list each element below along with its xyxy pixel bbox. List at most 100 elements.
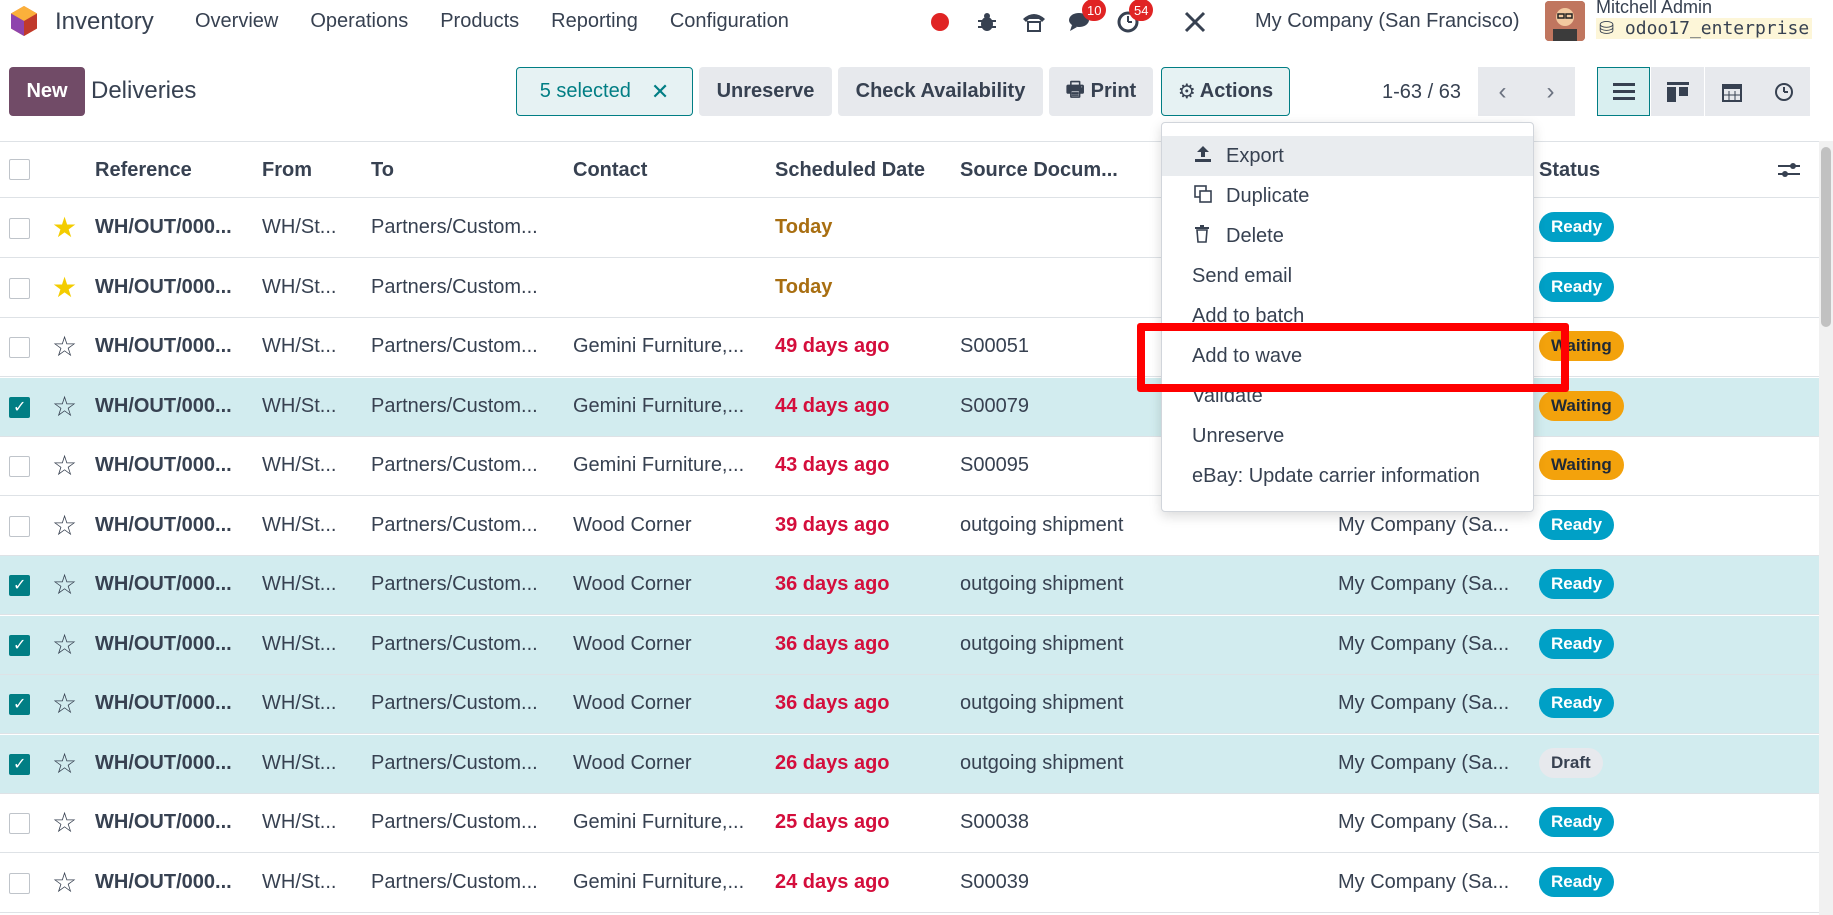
menu-operations[interactable]: Operations — [310, 10, 409, 32]
kanban-view-icon[interactable] — [1651, 67, 1704, 116]
cell-source-document: S00039 — [960, 870, 1029, 893]
list-view-icon[interactable] — [1597, 67, 1650, 116]
status-badge: Ready — [1539, 509, 1615, 540]
company-switcher[interactable]: My Company (San Francisco) — [1255, 10, 1520, 32]
tools-icon[interactable] — [1180, 7, 1210, 37]
vertical-scrollbar[interactable] — [1819, 141, 1833, 915]
menu-configuration[interactable]: Configuration — [669, 10, 789, 32]
menu-reporting[interactable]: Reporting — [551, 10, 638, 32]
star-outline-icon[interactable]: ☆ — [52, 331, 78, 362]
clock-icon[interactable]: 54 — [1113, 0, 1154, 37]
cell-scheduled-date: 26 days ago — [775, 751, 890, 774]
action-send-email[interactable]: Send email — [1192, 264, 1293, 287]
cell-contact: Gemini Furniture,... — [573, 811, 745, 833]
selected-count: 5 selected — [539, 80, 631, 102]
cell-company: My Company (Sa... — [1338, 751, 1510, 774]
chat-icon[interactable]: 10 — [1066, 0, 1107, 37]
star-filled-icon[interactable]: ★ — [52, 212, 78, 243]
row-checkbox[interactable] — [9, 515, 30, 537]
avatar[interactable] — [1545, 1, 1585, 41]
cell-reference: WH/OUT/000... — [95, 394, 232, 417]
pager-next-icon[interactable]: › — [1526, 67, 1575, 116]
action-duplicate[interactable]: Duplicate — [1162, 176, 1533, 216]
table-row[interactable]: ☆ WH/OUT/000... WH/St... Partners/Custom… — [0, 556, 1819, 616]
row-checkbox[interactable] — [9, 753, 30, 775]
app-name[interactable]: Inventory — [55, 8, 154, 35]
row-checkbox[interactable] — [9, 337, 30, 358]
star-outline-icon[interactable]: ☆ — [52, 866, 78, 898]
action-export[interactable]: Export — [1162, 136, 1533, 176]
star-outline-icon[interactable]: ☆ — [52, 450, 78, 481]
star-outline-icon[interactable]: ☆ — [52, 390, 78, 422]
row-checkbox[interactable] — [9, 456, 30, 477]
column-reference[interactable]: Reference — [95, 159, 192, 181]
row-checkbox[interactable] — [9, 634, 30, 656]
cell-from: WH/St... — [262, 216, 337, 238]
action-add-to-batch[interactable]: Add to batch — [1192, 304, 1305, 327]
star-outline-icon[interactable]: ☆ — [52, 688, 78, 719]
row-checkbox[interactable] — [9, 575, 30, 596]
phone-icon[interactable] — [1019, 7, 1049, 37]
table-row[interactable]: ★ WH/OUT/000... WH/St... Partners/Custom… — [0, 258, 1819, 318]
select-all-checkbox[interactable] — [9, 159, 30, 180]
row-checkbox[interactable] — [9, 218, 30, 239]
row-checkbox[interactable] — [9, 277, 30, 299]
calendar-view-icon[interactable] — [1705, 67, 1758, 116]
pager-value[interactable]: 1-63 / 63 — [1382, 81, 1461, 103]
pager-previous-icon[interactable]: ‹ — [1478, 67, 1527, 116]
action-unreserve[interactable]: Unreserve — [1192, 424, 1285, 447]
action-delete[interactable]: Delete — [1162, 216, 1533, 256]
activity-view-icon[interactable] — [1757, 67, 1810, 116]
table-row[interactable]: ☆ WH/OUT/000... WH/St... Partners/Custom… — [0, 437, 1819, 497]
row-checkbox[interactable] — [9, 813, 30, 834]
column-scheduled-date[interactable]: Scheduled Date — [775, 159, 926, 181]
check-availability-button[interactable]: Check Availability — [838, 67, 1043, 116]
table-row[interactable]: ☆ WH/OUT/000... WH/St... Partners/Custom… — [0, 675, 1819, 735]
star-outline-icon[interactable]: ☆ — [52, 807, 78, 838]
row-checkbox[interactable] — [9, 872, 30, 894]
print-button[interactable]: 🖶 Print — [1049, 67, 1153, 116]
star-outline-icon[interactable]: ☆ — [52, 628, 78, 660]
cell-reference: WH/OUT/000... — [95, 751, 232, 774]
action-add-to-wave[interactable]: Add to wave — [1192, 344, 1303, 367]
column-settings-icon[interactable] — [1778, 160, 1800, 186]
action-ebay-update-carrier[interactable]: eBay: Update carrier information — [1192, 464, 1480, 487]
scroll-thumb[interactable] — [1821, 147, 1831, 327]
status-badge: Waiting — [1539, 390, 1624, 421]
column-source-document[interactable]: Source Docum... — [960, 159, 1118, 181]
column-contact[interactable]: Contact — [573, 159, 648, 181]
record-icon[interactable] — [925, 7, 955, 37]
clear-selection-icon[interactable]: ✕ — [650, 78, 670, 104]
table-row[interactable]: ★ WH/OUT/000... WH/St... Partners/Custom… — [0, 199, 1819, 259]
unreserve-button[interactable]: Unreserve — [699, 67, 832, 116]
actions-button[interactable]: ⚙ Actions — [1161, 67, 1290, 116]
star-outline-icon[interactable]: ☆ — [52, 747, 78, 779]
copy-icon — [1194, 184, 1218, 208]
cell-source-document: outgoing shipment — [960, 513, 1124, 536]
cell-reference: WH/OUT/000... — [95, 335, 232, 357]
bug-icon[interactable] — [972, 7, 1002, 37]
column-status[interactable]: Status — [1539, 159, 1601, 181]
cell-to: Partners/Custom... — [371, 513, 538, 536]
table-row[interactable]: ☆ WH/OUT/000... WH/St... Partners/Custom… — [0, 615, 1819, 675]
row-checkbox[interactable] — [9, 396, 30, 418]
table-row[interactable]: ☆ WH/OUT/000... WH/St... Partners/Custom… — [0, 496, 1819, 556]
table-row[interactable]: ☆ WH/OUT/000... WH/St... Partners/Custom… — [0, 794, 1819, 854]
star-filled-icon[interactable]: ★ — [52, 271, 78, 303]
column-from[interactable]: From — [262, 159, 312, 181]
star-outline-icon[interactable]: ☆ — [52, 569, 78, 600]
star-outline-icon[interactable]: ☆ — [52, 509, 78, 541]
user-name[interactable]: Mitchell Admin — [1596, 0, 1713, 17]
menu-products[interactable]: Products — [440, 10, 520, 32]
table-row[interactable]: ☆ WH/OUT/000... WH/St... Partners/Custom… — [0, 734, 1819, 794]
cell-scheduled-date: 39 days ago — [775, 513, 890, 536]
new-button[interactable]: New — [9, 67, 85, 116]
cell-to: Partners/Custom... — [371, 454, 538, 476]
row-checkbox[interactable] — [9, 694, 30, 715]
column-to[interactable]: To — [371, 159, 394, 181]
inventory-app-icon[interactable] — [8, 5, 40, 37]
menu-overview[interactable]: Overview — [195, 10, 279, 32]
highlight-box — [1137, 323, 1569, 392]
table-row[interactable]: ☆ WH/OUT/000... WH/St... Partners/Custom… — [0, 853, 1819, 913]
cell-to: Partners/Custom... — [371, 275, 538, 298]
